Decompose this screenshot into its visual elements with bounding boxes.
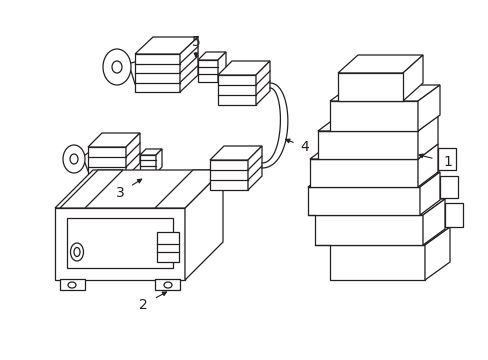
Polygon shape — [424, 227, 449, 280]
Polygon shape — [329, 101, 417, 131]
Polygon shape — [218, 61, 269, 75]
Polygon shape — [88, 147, 126, 177]
Bar — [198, 60, 218, 82]
Polygon shape — [329, 245, 424, 280]
Ellipse shape — [112, 61, 122, 73]
Polygon shape — [402, 55, 422, 101]
Polygon shape — [209, 146, 262, 160]
Bar — [209, 160, 247, 190]
Ellipse shape — [163, 282, 172, 288]
Bar — [437, 148, 455, 170]
Polygon shape — [417, 116, 437, 159]
Polygon shape — [140, 149, 162, 155]
Polygon shape — [307, 172, 439, 187]
Polygon shape — [247, 146, 262, 190]
Polygon shape — [309, 159, 417, 187]
Bar — [218, 75, 256, 105]
Polygon shape — [126, 133, 140, 177]
Ellipse shape — [68, 282, 76, 288]
Polygon shape — [184, 170, 223, 280]
Polygon shape — [417, 144, 437, 187]
Bar — [337, 73, 402, 101]
Bar — [60, 279, 85, 290]
Polygon shape — [314, 215, 422, 245]
Polygon shape — [155, 170, 223, 208]
Bar — [439, 176, 457, 198]
Polygon shape — [309, 144, 437, 159]
Polygon shape — [256, 61, 269, 105]
Polygon shape — [60, 170, 123, 208]
Polygon shape — [337, 55, 422, 73]
Ellipse shape — [70, 154, 78, 164]
Polygon shape — [135, 37, 198, 54]
Polygon shape — [55, 208, 184, 280]
Polygon shape — [419, 172, 439, 215]
Polygon shape — [218, 52, 225, 82]
Polygon shape — [55, 170, 223, 208]
Polygon shape — [329, 85, 439, 101]
Polygon shape — [417, 85, 439, 131]
Text: 5: 5 — [191, 35, 200, 49]
Polygon shape — [329, 227, 449, 245]
Polygon shape — [317, 116, 437, 131]
Ellipse shape — [63, 145, 85, 173]
Polygon shape — [314, 199, 444, 215]
Bar — [67, 218, 173, 268]
Bar — [444, 203, 462, 227]
Bar — [140, 155, 156, 173]
Polygon shape — [180, 37, 198, 92]
Polygon shape — [307, 187, 419, 215]
Ellipse shape — [70, 243, 83, 261]
Polygon shape — [422, 199, 444, 245]
Text: 1: 1 — [443, 155, 451, 169]
Text: 2: 2 — [138, 298, 147, 312]
Bar — [157, 232, 179, 262]
Bar — [155, 279, 180, 290]
Ellipse shape — [103, 49, 131, 85]
Ellipse shape — [74, 248, 80, 256]
Text: 4: 4 — [300, 140, 309, 154]
Polygon shape — [156, 149, 162, 173]
Polygon shape — [135, 54, 180, 92]
Polygon shape — [317, 131, 417, 159]
Text: 3: 3 — [115, 186, 124, 200]
Polygon shape — [198, 52, 225, 60]
Polygon shape — [88, 133, 140, 147]
